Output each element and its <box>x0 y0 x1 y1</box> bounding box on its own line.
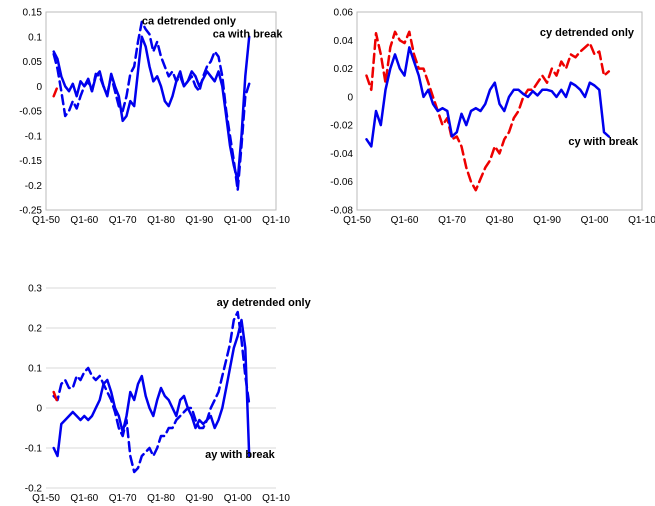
x-tick-label: Q1-90 <box>533 215 561 226</box>
ca-initial-segment-line <box>52 87 58 98</box>
y-tick-label: -0.08 <box>330 206 353 217</box>
y-tick-label: -0.25 <box>19 206 42 217</box>
y-tick-label: 0 <box>36 404 42 415</box>
y-tick-label: -0.2 <box>25 181 43 192</box>
x-tick-label: Q1-60 <box>70 493 98 504</box>
x-tick-label: Q1-80 <box>486 215 514 226</box>
x-tick-label: Q1-00 <box>224 493 252 504</box>
y-tick-label: 0.06 <box>334 8 354 19</box>
plot-frame <box>356 11 643 211</box>
y-tick-label: 0.05 <box>23 57 43 68</box>
y-tick-label: 0.02 <box>334 64 354 75</box>
y-tick-label: -0.1 <box>25 444 43 455</box>
ca-detrended-only-line <box>52 20 251 192</box>
annotation-label: ca detrended only <box>142 15 237 27</box>
y-tick-label: 0.15 <box>23 8 43 19</box>
x-tick-label: Q1-10 <box>262 493 290 504</box>
y-tick-label: -0.2 <box>25 484 43 495</box>
annotation-label: cy detrended only <box>540 27 635 39</box>
y-tick-label: 0 <box>36 82 42 93</box>
plot-frame <box>45 11 277 211</box>
ca-with-break-line <box>52 35 251 182</box>
chart-panel-ca: 0.15 0.1 0.05 0 -0.05 -0.1 -0.15 -0.2 -0.25Q1-50… <box>19 8 290 227</box>
y-tick-label: 0.2 <box>28 324 42 335</box>
ay-initial-segment-line <box>52 390 58 402</box>
y-tick-label: -0.06 <box>330 177 353 188</box>
y-tick-label: -0.02 <box>330 121 353 132</box>
x-tick-label: Q1-80 <box>147 215 175 226</box>
y-tick-label: -0.15 <box>19 156 42 167</box>
ay-with-break-line <box>52 318 251 458</box>
x-tick-label: Q1-70 <box>109 215 137 226</box>
x-tick-label: Q1-00 <box>224 215 252 226</box>
x-tick-label: Q1-50 <box>32 215 60 226</box>
x-tick-label: Q1-60 <box>391 215 419 226</box>
x-tick-label: Q1-70 <box>109 493 137 504</box>
y-tick-label: -0.1 <box>25 131 43 142</box>
x-tick-label: Q1-10 <box>628 215 655 226</box>
cy-detrended-only-line <box>365 30 611 192</box>
y-tick-label: 0.3 <box>28 284 42 295</box>
y-tick-label: 0 <box>347 92 353 103</box>
annotation-label: cy with break <box>568 136 639 148</box>
x-tick-label: Q1-60 <box>70 215 98 226</box>
x-tick-label: Q1-50 <box>32 493 60 504</box>
x-tick-label: Q1-50 <box>343 215 371 226</box>
annotation-label: ca with break <box>213 29 284 41</box>
x-tick-label: Q1-80 <box>147 493 175 504</box>
y-tick-label: -0.05 <box>19 107 42 118</box>
annotation-label: ay detrended only <box>217 297 312 309</box>
y-tick-label: 0.04 <box>334 36 354 47</box>
chart-panel-ay: 0.3 0.2 0.1 0 -0.1 -0.2Q1-50 Q1-60 Q1-70 Q1-80 Q1… <box>25 284 312 505</box>
annotation-label: ay with break <box>205 449 276 461</box>
y-tick-label: 0.1 <box>28 32 42 43</box>
x-tick-label: Q1-90 <box>185 493 213 504</box>
x-tick-label: Q1-00 <box>581 215 609 226</box>
x-tick-label: Q1-70 <box>438 215 466 226</box>
y-tick-label: -0.04 <box>330 149 353 160</box>
y-tick-label: 0.1 <box>28 364 42 375</box>
cy-with-break-line <box>365 46 611 148</box>
x-tick-label: Q1-10 <box>262 215 290 226</box>
ay-detrended-only-line <box>52 310 251 474</box>
x-tick-label: Q1-90 <box>185 215 213 226</box>
